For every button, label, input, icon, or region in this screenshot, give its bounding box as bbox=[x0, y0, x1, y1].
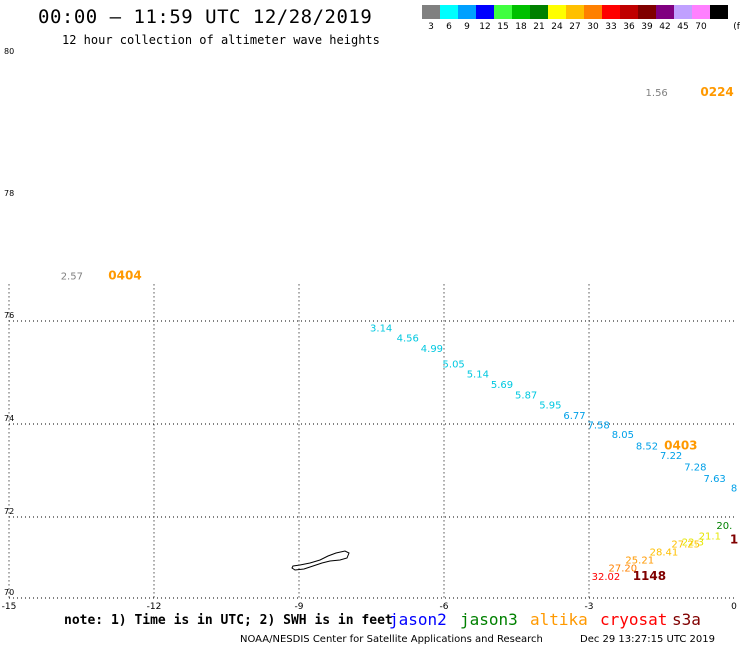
wave-height-label: 27.25 bbox=[671, 539, 700, 550]
legend-label: 70 bbox=[695, 22, 707, 32]
lat-tick-label: 74 bbox=[4, 414, 14, 423]
legend-label: 45 bbox=[677, 22, 689, 32]
wave-height-label: 7.63 bbox=[704, 474, 726, 485]
legend-swatch bbox=[656, 5, 674, 19]
wave-height-label: 8 bbox=[731, 483, 737, 494]
map-subtitle: 12 hour collection of altimeter wave hei… bbox=[62, 33, 380, 47]
satellite-altika: altika bbox=[530, 610, 588, 629]
wave-height-label: 20. bbox=[716, 521, 732, 532]
legend-label: 30 bbox=[587, 22, 599, 32]
legend-label: 27 bbox=[569, 22, 581, 32]
wave-height-label: 28.41 bbox=[650, 547, 679, 558]
wave-height-label: 1.56 bbox=[646, 88, 668, 99]
lon-tick-label: -3 bbox=[585, 602, 594, 612]
legend-swatch bbox=[638, 5, 656, 19]
jan-mayen-island bbox=[291, 550, 350, 571]
wave-height-label: 2.57 bbox=[61, 272, 83, 283]
lon-tick-label: -9 bbox=[295, 602, 304, 612]
satellite-s3a: s3a bbox=[672, 610, 701, 629]
satellite-jason3: jason3 bbox=[460, 610, 518, 629]
wave-height-label: 3.14 bbox=[370, 323, 392, 334]
legend-swatch bbox=[710, 5, 728, 19]
legend-swatch bbox=[494, 5, 512, 19]
wave-height-label: 5.95 bbox=[539, 401, 561, 412]
legend-swatch bbox=[620, 5, 638, 19]
legend-label: 12 bbox=[479, 22, 491, 32]
map-title: 00:00 — 11:59 UTC 12/28/2019 bbox=[38, 6, 373, 28]
wave-height-label: 7.22 bbox=[660, 451, 682, 462]
legend-swatch bbox=[458, 5, 476, 19]
pass-time-label: 0404 bbox=[108, 269, 141, 283]
footer-note: note: 1) Time is in UTC; 2) SWH is in fe… bbox=[64, 613, 393, 628]
legend-label bbox=[710, 22, 728, 32]
wave-height-label: 6.77 bbox=[563, 411, 585, 422]
legend-swatch bbox=[548, 5, 566, 19]
wave-height-legend bbox=[422, 5, 728, 19]
wave-height-label: 27.20 bbox=[609, 564, 638, 575]
lon-tick-label: -15 bbox=[2, 602, 17, 612]
wave-height-label: 21.1 bbox=[699, 531, 721, 542]
credit-line: NOAA/NESDIS Center for Satellite Applica… bbox=[240, 634, 543, 645]
lon-tick-label: -6 bbox=[440, 602, 449, 612]
satellite-cryosat: cryosat bbox=[600, 610, 668, 629]
wave-height-label: 5.69 bbox=[491, 380, 513, 391]
legend-label: 24 bbox=[551, 22, 563, 32]
satellite-jason2: jason2 bbox=[389, 610, 447, 629]
legend-label: 15 bbox=[497, 22, 509, 32]
lat-tick-label: 72 bbox=[4, 507, 14, 516]
legend-label: 36 bbox=[623, 22, 635, 32]
legend-label: 3 bbox=[428, 22, 434, 32]
wave-height-label: 32.02 bbox=[592, 572, 621, 583]
lat-tick-label: 76 bbox=[4, 311, 14, 320]
legend-label: 6 bbox=[446, 22, 452, 32]
wave-height-label: 5.05 bbox=[443, 359, 465, 370]
coastline bbox=[291, 550, 350, 571]
axis-ticks: -15 -12 -9 -6 -3 0 80 78 76 74 72 70 bbox=[2, 47, 737, 612]
lon-tick-label: 0 bbox=[731, 602, 737, 612]
wave-height-label: 5.87 bbox=[515, 390, 537, 401]
lat-tick-label: 80 bbox=[4, 47, 14, 56]
legend-swatch bbox=[674, 5, 692, 19]
wave-height-label: 7.28 bbox=[684, 463, 706, 474]
pass-time-label: 0224 bbox=[700, 85, 733, 99]
observations: 1.56 0224 2.57 0404 3.14 4.564.995.055.145.69… bbox=[61, 85, 738, 583]
legend-swatch bbox=[422, 5, 440, 19]
legend-label: 33 bbox=[605, 22, 617, 32]
legend-label: 9 bbox=[464, 22, 470, 32]
lat-tick-label: 70 bbox=[4, 588, 14, 597]
legend-swatch bbox=[566, 5, 584, 19]
wave-height-label: 7.58 bbox=[588, 421, 610, 432]
lat-tick-label: 78 bbox=[4, 189, 14, 198]
legend-swatch bbox=[602, 5, 620, 19]
legend-label: 39 bbox=[641, 22, 653, 32]
legend-swatch bbox=[440, 5, 458, 19]
wave-height-label: 4.56 bbox=[397, 334, 419, 345]
legend-swatch bbox=[530, 5, 548, 19]
legend-unit: (ft) bbox=[733, 22, 740, 32]
pass-time-label: 1 bbox=[730, 532, 738, 546]
pass-time-label: 0403 bbox=[664, 439, 697, 453]
wave-height-label: 8.52 bbox=[636, 442, 658, 453]
generated-timestamp: Dec 29 13:27:15 UTC 2019 bbox=[580, 634, 715, 645]
legend-label: 21 bbox=[533, 22, 545, 32]
legend-label: 42 bbox=[659, 22, 671, 32]
wave-height-label: 5.14 bbox=[467, 370, 489, 381]
wave-height-label: 8.05 bbox=[612, 430, 634, 441]
legend-swatch bbox=[584, 5, 602, 19]
legend-swatch bbox=[692, 5, 710, 19]
pass-time-label: 1148 bbox=[633, 569, 666, 583]
wave-height-label: 4.99 bbox=[421, 344, 443, 355]
wave-height-label: 25.21 bbox=[625, 556, 654, 567]
wave-height-label: 22.3 bbox=[682, 537, 704, 548]
legend-swatch bbox=[512, 5, 530, 19]
legend-swatch bbox=[476, 5, 494, 19]
lon-tick-label: -12 bbox=[147, 602, 162, 612]
legend-label: 18 bbox=[515, 22, 527, 32]
graticule bbox=[8, 284, 734, 599]
